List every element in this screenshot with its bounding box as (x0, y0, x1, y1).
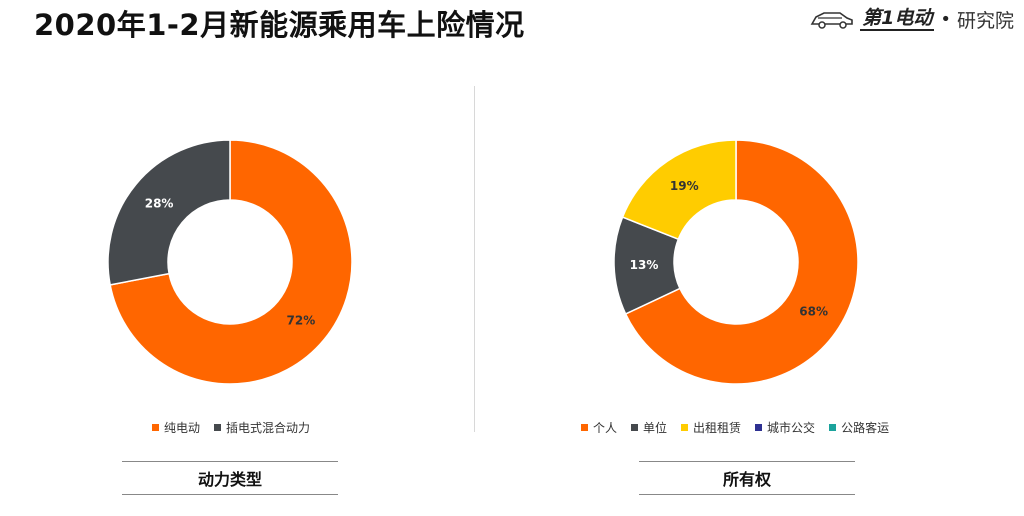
page-title: 2020年1-2月新能源乘用车上险情况 (34, 8, 525, 42)
legend-item-1-3: 城市公交 (755, 419, 815, 436)
legend-label-1-3: 城市公交 (767, 420, 816, 435)
donut-label-0-1: 28% (145, 196, 174, 210)
donut-slice-0-1 (107, 139, 231, 286)
donut-slice-0-0 (109, 139, 353, 385)
legend-item-1-1: 单位 (631, 419, 667, 436)
brand-suffix: 研究院 (956, 9, 1014, 32)
legend-swatch-0-0 (152, 423, 159, 431)
legend-swatch-0-1 (214, 423, 222, 431)
donut-slice-1-2 (621, 139, 737, 241)
ownership-legend: 个人 单位 出租租赁 城市公交 公路客运 (581, 418, 889, 436)
donut-label-1-0: 68% (799, 304, 828, 318)
brand-logo: 第1电动 • 研究院 (810, 4, 1014, 34)
power-type-donut-chart: 72% 28% (107, 139, 353, 385)
donut-slice-1-0 (624, 139, 859, 385)
donut-label-1-1: 13% (630, 258, 659, 272)
legend-swatch-1-3 (755, 423, 763, 431)
legend-swatch-1-2 (681, 423, 689, 431)
legend-item-0-0: 纯电动 (152, 419, 200, 436)
brand-separator: • (940, 8, 951, 30)
legend-label-0-1: 插电式混合动力 (226, 420, 311, 435)
ownership-caption: 所有权 (639, 461, 855, 495)
power-type-legend: 纯电动 插电式混合动力 (152, 418, 310, 436)
legend-item-0-1: 插电式混合动力 (214, 419, 310, 436)
brand-name: 第1电动 (860, 7, 935, 31)
power-type-caption: 动力类型 (122, 461, 338, 495)
legend-label-1-1: 单位 (643, 420, 668, 435)
chart-divider (474, 86, 475, 432)
legend-label-1-0: 个人 (593, 420, 618, 435)
donut-label-0-0: 72% (287, 314, 316, 328)
legend-swatch-1-1 (631, 423, 639, 431)
legend-swatch-1-0 (581, 423, 588, 431)
legend-item-1-4: 公路客运 (829, 419, 889, 436)
donut-label-1-2: 19% (670, 179, 699, 193)
ownership-donut-chart: 68% 13% 19% (613, 139, 859, 385)
legend-label-0-0: 纯电动 (164, 420, 201, 435)
legend-item-1-2: 出租租赁 (681, 419, 741, 436)
legend-item-1-0: 个人 (581, 419, 617, 436)
legend-label-1-2: 出租租赁 (693, 420, 742, 435)
car-icon (810, 12, 853, 29)
legend-swatch-1-4 (829, 423, 837, 431)
legend-label-1-4: 公路客运 (841, 420, 890, 435)
